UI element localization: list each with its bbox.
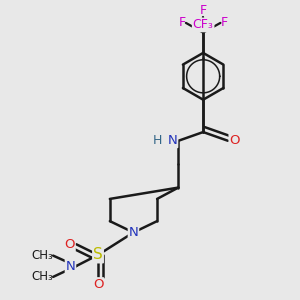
Text: H: H: [152, 134, 162, 147]
Text: F: F: [220, 16, 227, 29]
Text: CF₃: CF₃: [193, 18, 214, 32]
Text: F: F: [179, 16, 186, 29]
Text: N: N: [129, 226, 138, 239]
Text: N: N: [168, 134, 177, 147]
Text: CH₃: CH₃: [32, 270, 53, 284]
Text: O: O: [93, 278, 103, 291]
Text: S: S: [93, 248, 103, 262]
Text: O: O: [230, 134, 240, 147]
Text: F: F: [200, 4, 207, 17]
Text: O: O: [64, 238, 75, 251]
Text: N: N: [66, 260, 75, 272]
Text: CH₃: CH₃: [32, 249, 53, 262]
